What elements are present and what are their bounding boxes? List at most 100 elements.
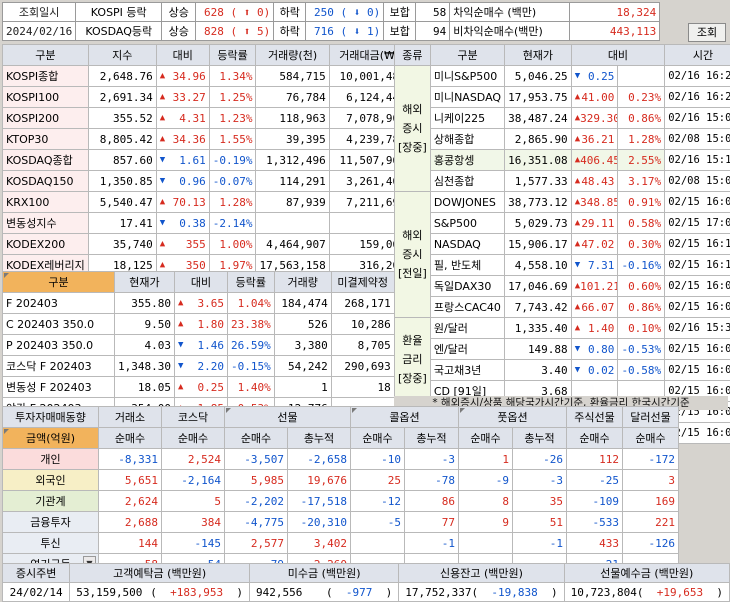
futures-header-3[interactable]: 등락률 — [226, 271, 275, 293]
investor-sub-header-2[interactable]: 순매수 — [224, 427, 288, 449]
futures-header-5[interactable]: 미결제약정 — [330, 271, 395, 293]
investor-sub-header-5[interactable]: 총누적 — [404, 427, 459, 449]
investor-sub-header-0[interactable]: 순매수 — [98, 427, 162, 449]
overseas-header-1[interactable]: 구분 — [429, 44, 506, 66]
investor-group-header-4[interactable]: 풋옵션 — [458, 406, 567, 428]
market-around-header-3[interactable]: 선물예수금 (백만원) — [563, 563, 730, 583]
table-row[interactable]: 기관계 2,624 5 -2,202 -17,518 -12 86 8 35 -109 169 — [2, 490, 679, 512]
overseas-header-3[interactable]: 대비 — [570, 44, 666, 66]
futures-header-1[interactable]: 현재가 — [114, 271, 175, 293]
table-row[interactable]: KOSPI200 355.52 ▲ 4.31 1.23% 118,963 7,078,909 — [2, 107, 410, 129]
table-row[interactable]: KODEX레버리지 18,125 ▲ 350 1.97% 17,563,158 316,20… — [2, 254, 410, 276]
table-row[interactable]: 해외 증시 [전일] DOWJONES 38,773.12 ▲ 348.85 0.91% 02/… — [394, 191, 730, 318]
overseas-row-0-4-change-value: 406.45 — [580, 153, 618, 167]
futures-header-4[interactable]: 거래량 — [273, 271, 332, 293]
index-row-price: 35,740 — [87, 233, 157, 255]
investor-group-header-row: 투자자매매동향 거래소 코스닥 선물 콜옵션 풋옵션 주식선물 달러선물 — [2, 406, 679, 428]
index-header-5[interactable]: 거래대금(₩) — [328, 44, 410, 66]
futures-row-name: 코스닥 F 202403 — [2, 355, 115, 377]
table-row[interactable]: KRX100 5,540.47 ▲ 70.13 1.28% 87,939 7,211,694 — [2, 191, 410, 213]
investor-cell-1-3: 19,676 — [287, 469, 351, 491]
table-row[interactable]: 투신 144 -145 2,577 3,402 -1 -1 433 -126 — [2, 532, 679, 554]
overseas-header-2[interactable]: 현재가 — [504, 44, 572, 66]
investor-sub-header-6[interactable]: 순매수 — [458, 427, 513, 449]
overseas-row-0-1-change-value: 41.00 — [581, 90, 615, 104]
table-row[interactable]: 변동성지수 17.41 ▼ 0.38 -2.14% — [2, 212, 410, 234]
overseas-row-price: 16,351.08 — [504, 149, 572, 171]
arrow-up-icon: ▲ — [159, 238, 166, 249]
market-label-kospi: KOSPI 등락 — [75, 2, 163, 22]
table-row[interactable]: KOSDAQ150 1,350.85 ▼ 0.96 -0.07% 114,291 3,261… — [2, 170, 410, 192]
investor-sub-header-8[interactable]: 순매수 — [566, 427, 623, 449]
table-row[interactable]: KTOP30 8,805.42 ▲ 34.36 1.55% 39,395 4,239,789 — [2, 128, 410, 150]
investor-group-header-1[interactable]: 코스닥 — [161, 406, 225, 428]
table-row[interactable]: KOSDAQ종합 857.60 ▼ 1.61 -0.19% 1,312,496 11,507… — [2, 149, 410, 171]
overseas-header-5[interactable]: 시간 — [664, 44, 730, 66]
investor-group-header-2[interactable]: 선물 — [224, 406, 351, 428]
index-row-6-change-value: 70.13 — [172, 195, 206, 209]
table-row[interactable]: 개인 -8,331 2,524 -3,507 -2,658 -10 -3 1 -26 112 -17… — [2, 448, 679, 470]
futures-row-openinterest: 8,705 — [330, 334, 395, 356]
investor-sub-header-1[interactable]: 순매수 — [161, 427, 225, 449]
investor-cell-3-7: 51 — [512, 511, 567, 533]
table-row[interactable]: KOSPI종합 2,648.76 ▲ 34.96 1.34% 584,715 10,001,… — [2, 65, 410, 87]
investor-cell-1-9: 3 — [622, 469, 679, 491]
index-row-name: KOSPI100 — [2, 86, 89, 108]
table-row[interactable]: P 202403 350.0 4.03 ▼ 1.46 26.59% 3,380 8,705 — [2, 334, 395, 356]
investor-sub-header-4[interactable]: 순매수 — [350, 427, 405, 449]
table-row[interactable]: 코스닥 F 202403 1,348.30 ▼ 2.20 -0.15% 54,242 290… — [2, 355, 395, 377]
futures-header-2[interactable]: 대비 — [173, 271, 228, 293]
market-around-header-2[interactable]: 신용잔고 (백만원) — [398, 563, 565, 583]
table-row[interactable]: C 202403 350.0 9.50 ▲ 1.80 23.38% 526 10,286 — [2, 313, 395, 335]
market-around-header-0[interactable]: 고객예탁금 (백만원) — [69, 563, 250, 583]
investor-cell-3-8: -533 — [566, 511, 623, 533]
investor-cell-0-0: -8,331 — [98, 448, 162, 470]
overseas-table: 종류 구분 현재가 대비 시간 해외 증시 [장중] 미니S&P500 5,046.25… — [394, 44, 730, 444]
index-header-4[interactable]: 거래량(천) — [255, 44, 330, 66]
table-row[interactable]: 변동성 F 202403 18.05 ▲ 0.25 1.40% 1 18 — [2, 376, 395, 398]
overseas-row-1-5-change: ▲ 66.07 — [570, 296, 619, 318]
investor-group-header-5[interactable]: 주식선물 — [566, 406, 623, 428]
index-header-3[interactable]: 등락률 — [208, 44, 257, 66]
table-row[interactable]: 금융투자 2,688 384 -4,775 -20,310 -5 77 9 51 -533 221 — [2, 511, 679, 533]
overseas-header-0[interactable]: 종류 — [394, 44, 431, 66]
overseas-row-time: 02/16 15:30 — [664, 317, 730, 339]
overseas-row-1-5-change-value: 66.07 — [581, 300, 615, 314]
overseas-row-1-3-change: ▼ 7.31 — [570, 254, 619, 276]
investor-sub-header-row: 금액(억원) 순매수 순매수 순매수 총누적 순매수 총누적 순매수 총누적 순매수 순매수 — [2, 427, 679, 449]
table-row[interactable]: F 202403 355.80 ▲ 3.65 1.04% 184,474 268,171 — [2, 292, 395, 314]
table-row[interactable]: KODEX200 35,740 ▲ 355 1.00% 4,464,907 159,066 — [2, 233, 410, 255]
table-row[interactable]: 환율금리[장중]원/달러1,335.40▲ 1.400.10%02/16 15:3… — [394, 317, 730, 402]
index-header-0[interactable]: 구분 — [2, 44, 89, 66]
investor-group-header-6[interactable]: 달러선물 — [622, 406, 679, 428]
market-around-header-1[interactable]: 미수금 (백만원) — [248, 563, 400, 583]
investor-sub-header-7[interactable]: 총누적 — [512, 427, 567, 449]
index-header-2[interactable]: 대비 — [155, 44, 210, 66]
table-row[interactable]: 외국인 5,651 -2,164 5,985 19,676 25 -78 -9 -3 -25 3 — [2, 469, 679, 491]
inquiry-button[interactable]: 조회 — [688, 23, 726, 42]
overseas-row-name: 니케이225 — [429, 107, 506, 129]
investor-group-header-0[interactable]: 거래소 — [98, 406, 162, 428]
up-label-kospi: 상승 — [161, 2, 197, 22]
index-header-1[interactable]: 지수 — [87, 44, 157, 66]
investor-group-header-3[interactable]: 콜옵션 — [350, 406, 459, 428]
index-row-8-change-value: 355 — [185, 237, 206, 251]
table-row[interactable]: KOSPI100 2,691.34 ▲ 33.27 1.25% 76,784 6,124,4… — [2, 86, 410, 108]
futures-header-0[interactable]: 구분 — [2, 271, 115, 293]
overseas-row-name: 원/달러 — [429, 317, 506, 339]
investor-sub-header-3[interactable]: 총누적 — [287, 427, 351, 449]
investor-sub-header-9[interactable]: 순매수 — [622, 427, 679, 449]
